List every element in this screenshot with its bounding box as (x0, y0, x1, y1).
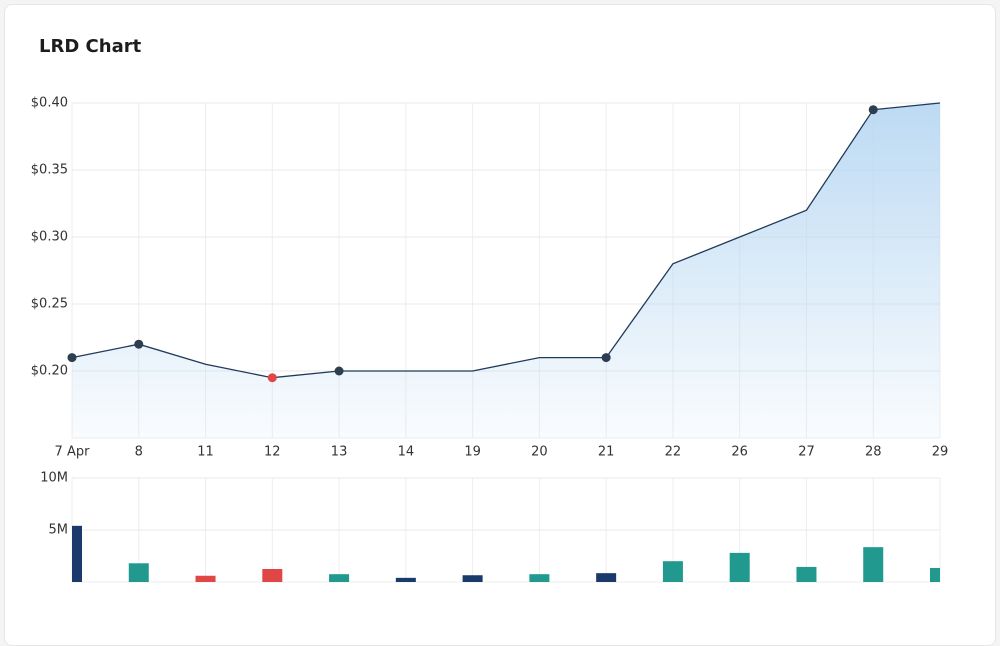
y-tick-label: $0.35 (31, 163, 68, 178)
x-tick-label: 11 (197, 445, 214, 460)
marker (267, 373, 277, 383)
x-tick-label: 22 (665, 445, 682, 460)
y-tick-label: $0.20 (31, 364, 68, 379)
volume-bar (662, 561, 683, 582)
x-tick-label: 28 (865, 445, 882, 460)
volume-bar (863, 547, 884, 582)
volume-bar (195, 575, 216, 582)
area (72, 103, 940, 438)
x-tick-label: 27 (798, 445, 815, 460)
x-tick-label: 7 Apr (55, 445, 91, 460)
chart-title: LRD Chart (39, 36, 142, 57)
x-tick-label: 20 (531, 445, 548, 460)
line (71, 102, 941, 379)
volume-bar (72, 525, 82, 582)
x-tick-label: 21 (598, 445, 615, 460)
volume-bar (796, 566, 817, 582)
marker (334, 366, 344, 376)
y-tick-label: 5M (49, 523, 69, 538)
volume-bar (529, 574, 550, 582)
volume-bar (128, 563, 149, 582)
volume-bar (462, 575, 483, 582)
chart: $0.20 $0.25 $0.30 $0.35 $0.40 5M 10M 7 Apr 8 11 12… (31, 96, 949, 583)
y-tick-label: 10M (40, 471, 68, 486)
x-tick-label: 14 (398, 445, 415, 460)
x-tick-label: 29 (932, 445, 949, 460)
x-tick-label: 8 (135, 445, 143, 460)
volume-bar (930, 567, 940, 582)
page: {"chart_data": [ {"type": "line", "title… (4, 4, 996, 646)
marker (601, 353, 611, 363)
volume-bar (395, 577, 416, 582)
volume-bar (596, 573, 617, 582)
bars (72, 525, 940, 582)
volume-bar (262, 569, 283, 582)
x-tick-label: 12 (264, 445, 281, 460)
marker (868, 105, 878, 115)
marker (67, 353, 77, 363)
x-tick-label: 13 (331, 445, 348, 460)
y-tick-label: $0.30 (31, 230, 68, 245)
y-tick-label: $0.40 (31, 96, 68, 111)
x-tick-label: 26 (731, 445, 748, 460)
y-tick-label: $0.25 (31, 297, 68, 312)
x-tick-label: 19 (464, 445, 481, 460)
volume-bar (329, 574, 350, 582)
marker (134, 339, 144, 349)
volume-bar (729, 552, 750, 582)
